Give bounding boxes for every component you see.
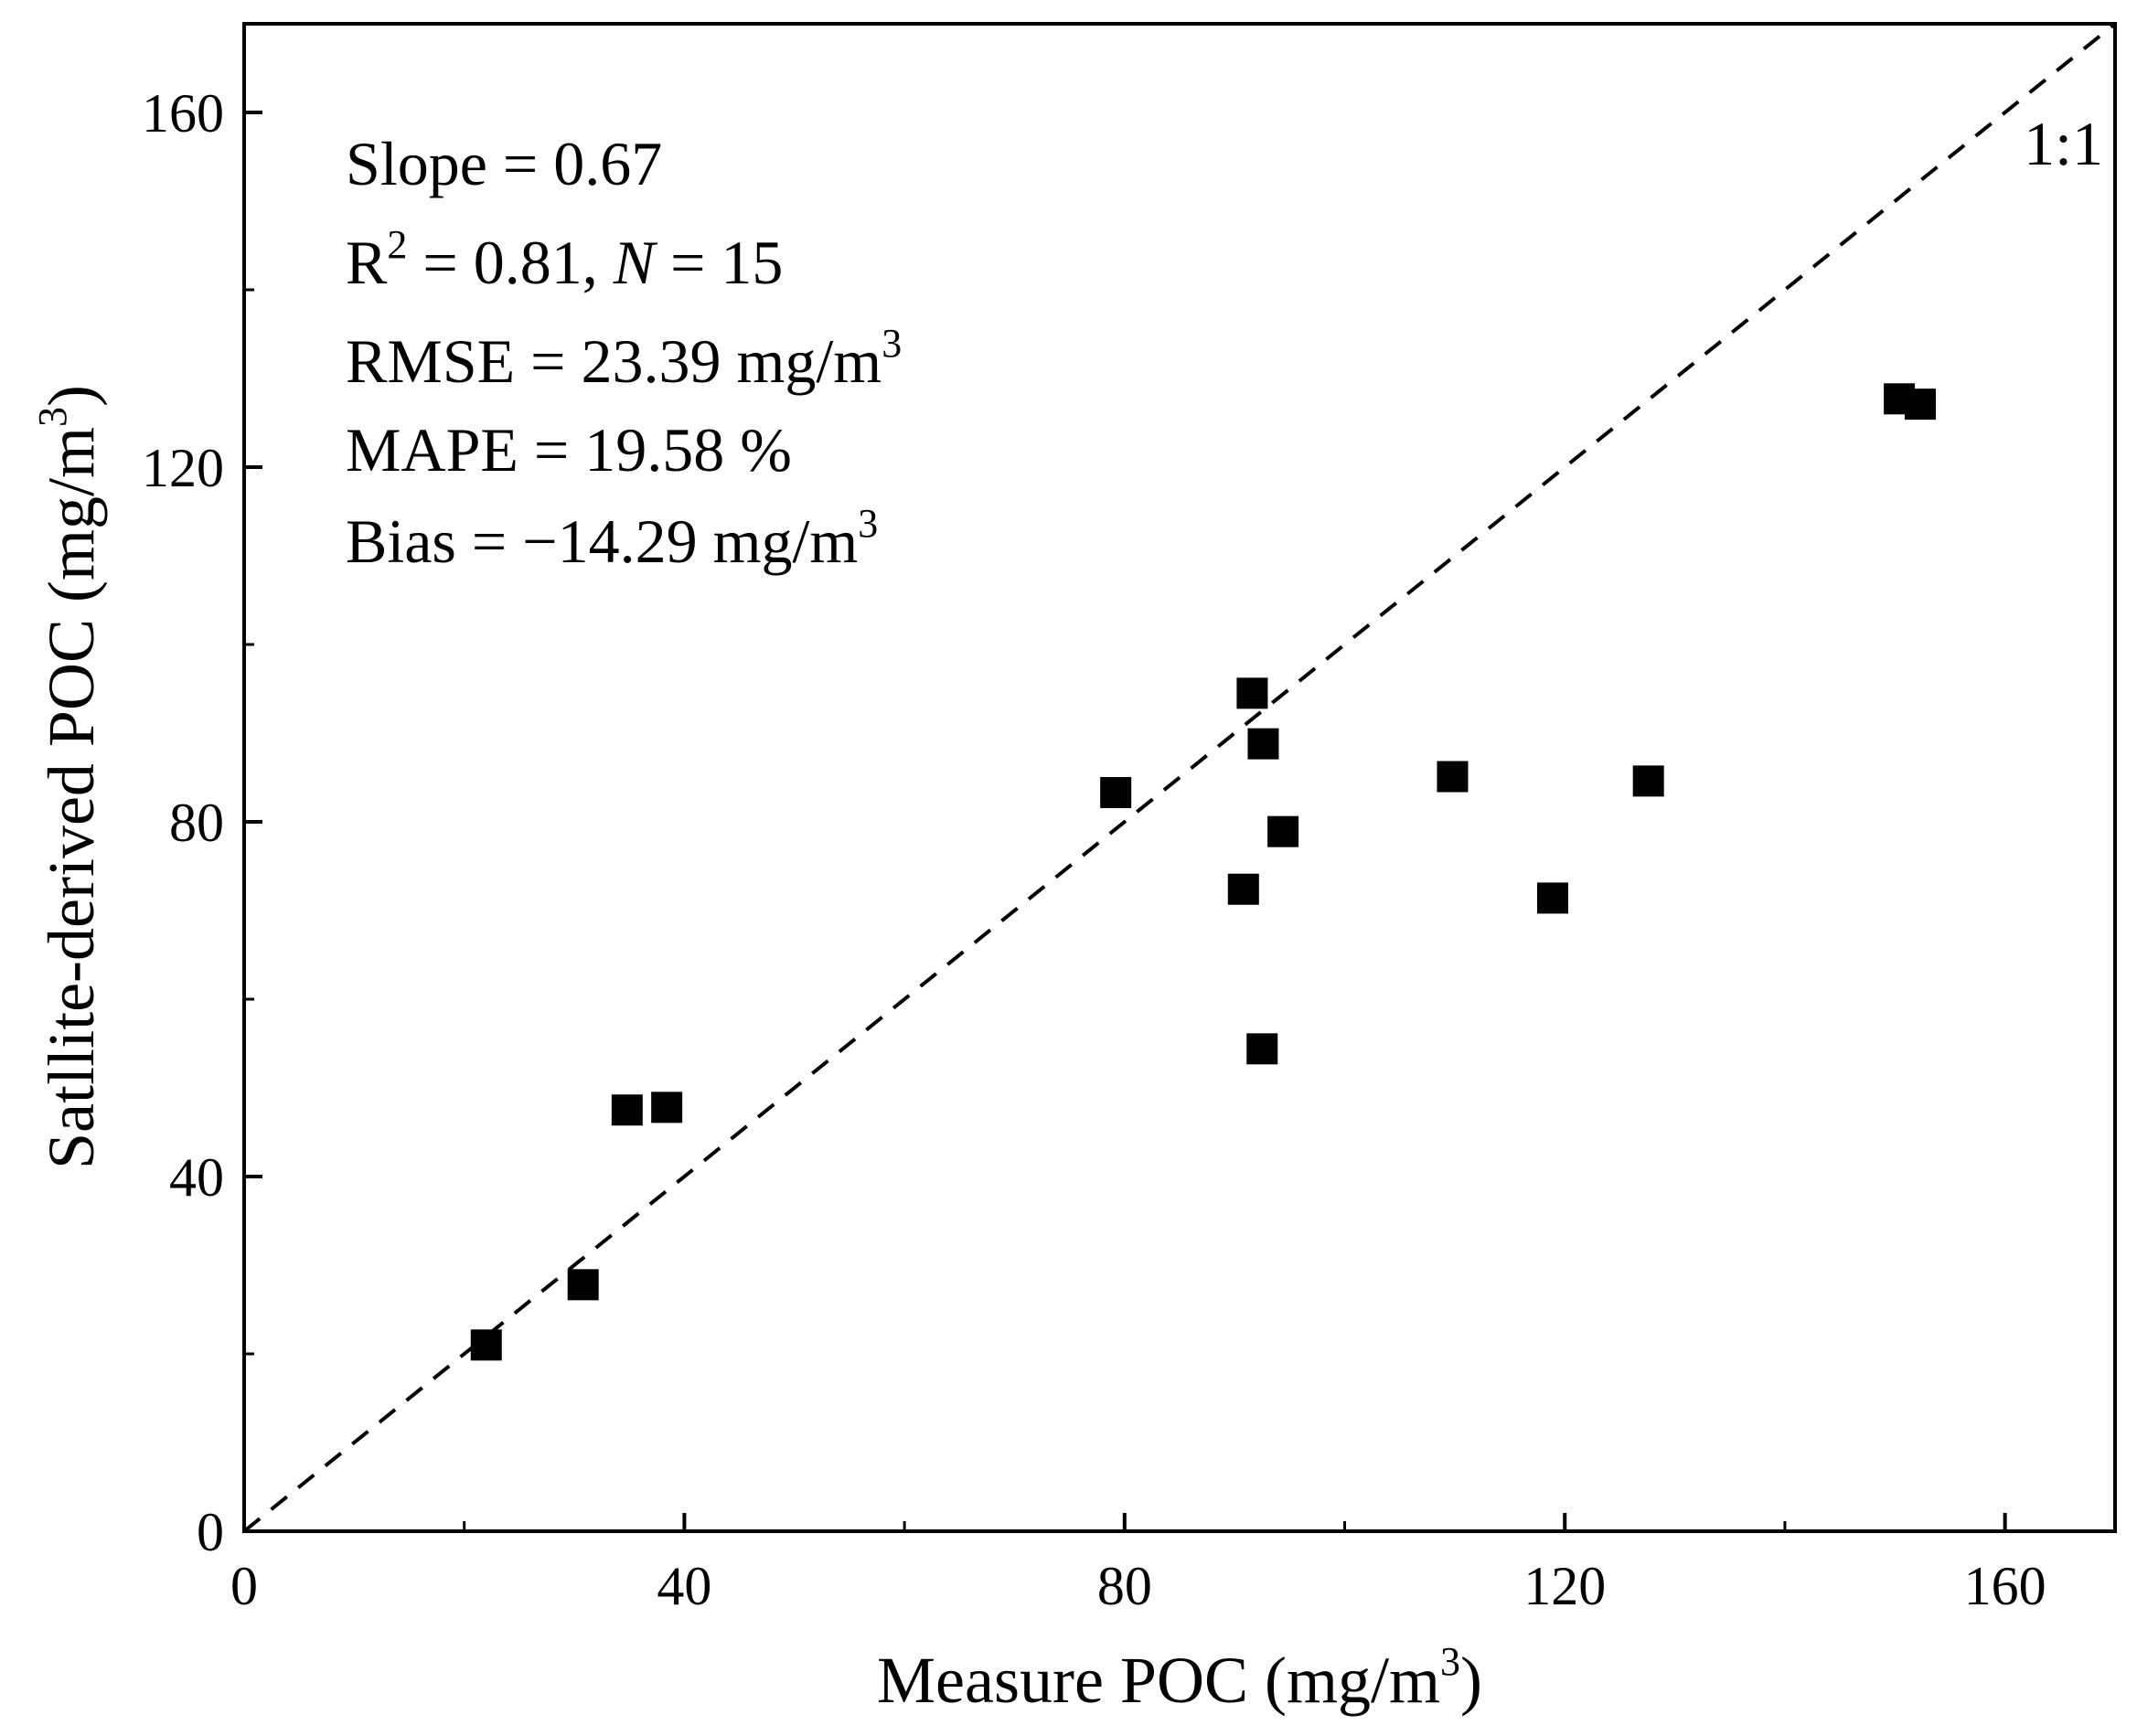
reference-line-group — [242, 22, 2117, 1533]
data-point — [1236, 677, 1268, 709]
data-points — [470, 383, 1936, 1361]
x-tick-label: 40 — [657, 1556, 711, 1616]
data-point — [1437, 761, 1469, 793]
stat-r2-n: R2 = 0.81, N = 15 — [346, 222, 783, 297]
stat-slope: Slope = 0.67 — [346, 129, 662, 198]
data-point — [651, 1092, 683, 1124]
y-tick-label: 160 — [142, 83, 224, 144]
y-tick-label: 80 — [169, 793, 224, 853]
data-point — [1100, 776, 1132, 808]
reference-line-1-1 — [242, 22, 2117, 1533]
axis-ticks — [242, 111, 2007, 1533]
reference-line-label: 1:1 — [2024, 109, 2103, 178]
y-axis-title: Satllite-derived POC (mg/m3) — [30, 385, 108, 1169]
x-tick-label: 0 — [230, 1556, 258, 1616]
stat-bias: Bias = −14.29 mg/m3 — [346, 501, 878, 576]
statistics-annotations: Slope = 0.67 R2 = 0.81, N = 15 RMSE = 23… — [346, 129, 902, 576]
data-point — [1536, 882, 1568, 914]
y-tick-label: 120 — [142, 438, 224, 498]
data-point — [470, 1329, 502, 1361]
data-point — [567, 1269, 599, 1301]
data-point — [1227, 873, 1259, 905]
x-tick-label: 160 — [1964, 1556, 2046, 1616]
data-point — [1267, 815, 1299, 847]
stat-mape: MAPE = 19.58 % — [346, 415, 792, 485]
tick-labels: 0 40 80 120 160 0 40 80 120 160 — [142, 83, 2046, 1616]
y-tick-label: 0 — [197, 1502, 224, 1562]
data-point — [1246, 1033, 1278, 1065]
x-axis-title: Measure POC (mg/m3) — [877, 1639, 1482, 1717]
stat-rmse: RMSE = 23.39 mg/m3 — [346, 321, 902, 396]
data-point — [1247, 728, 1279, 760]
x-tick-label: 80 — [1097, 1556, 1152, 1616]
data-point — [1632, 765, 1664, 797]
data-point — [611, 1094, 643, 1126]
data-point — [1904, 389, 1936, 421]
x-tick-label: 120 — [1523, 1556, 1606, 1616]
y-tick-label: 40 — [169, 1147, 224, 1208]
plot-frame — [242, 22, 2117, 1533]
